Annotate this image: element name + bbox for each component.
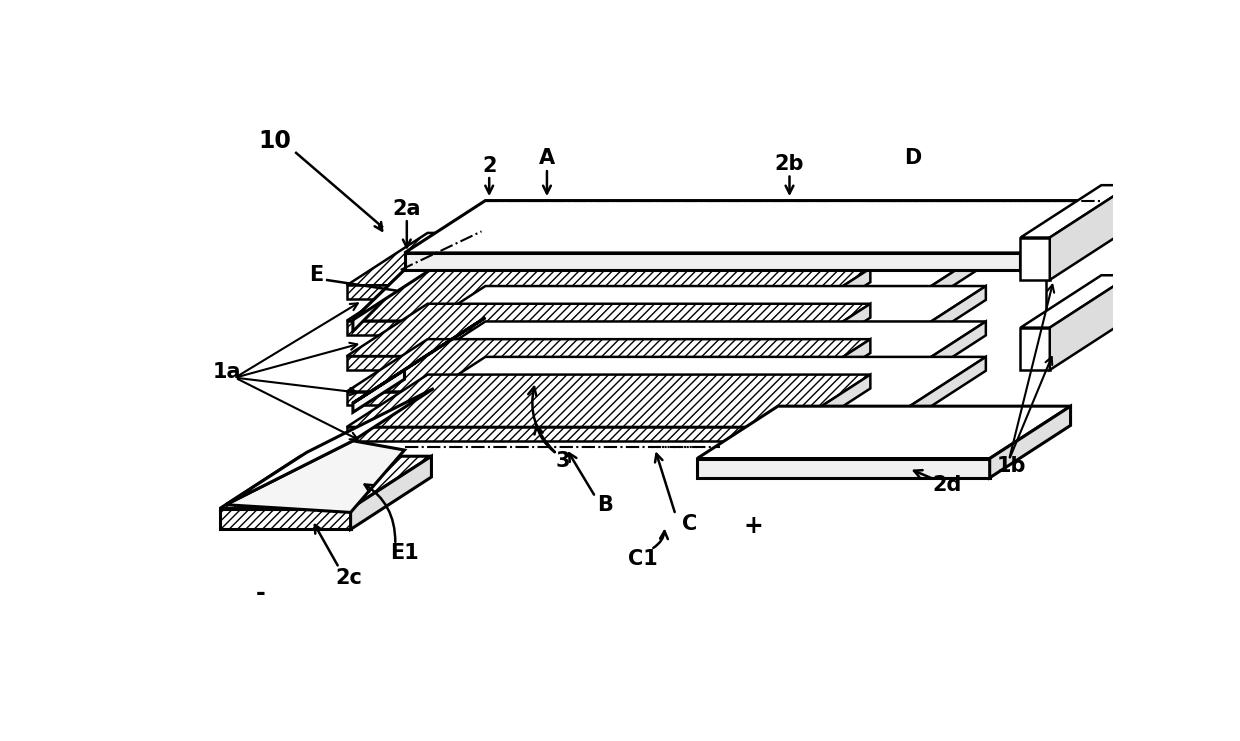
Polygon shape	[1021, 328, 1050, 370]
Polygon shape	[347, 321, 790, 334]
Polygon shape	[790, 304, 870, 370]
Polygon shape	[404, 303, 905, 317]
Polygon shape	[347, 375, 870, 427]
Text: 10: 10	[259, 128, 291, 153]
Polygon shape	[905, 322, 986, 388]
Polygon shape	[404, 357, 986, 409]
Text: 2c: 2c	[336, 568, 362, 588]
Text: 2d: 2d	[932, 476, 962, 496]
Polygon shape	[353, 218, 485, 320]
Text: 3: 3	[556, 451, 569, 471]
Text: 2b: 2b	[775, 154, 805, 174]
Text: 1a: 1a	[213, 362, 242, 382]
Polygon shape	[353, 270, 404, 331]
Polygon shape	[353, 318, 485, 403]
Polygon shape	[351, 456, 432, 529]
Polygon shape	[404, 201, 1101, 253]
Polygon shape	[1021, 185, 1131, 238]
Polygon shape	[347, 268, 870, 321]
Polygon shape	[404, 409, 905, 423]
Polygon shape	[1021, 238, 1050, 280]
Text: B: B	[596, 495, 613, 515]
Polygon shape	[404, 253, 1021, 270]
Text: 2a: 2a	[393, 199, 422, 219]
Polygon shape	[226, 388, 434, 505]
Polygon shape	[404, 339, 905, 352]
Text: 1b: 1b	[997, 456, 1025, 476]
Polygon shape	[990, 406, 1070, 478]
Polygon shape	[219, 508, 351, 529]
Polygon shape	[347, 427, 790, 441]
Polygon shape	[219, 456, 432, 508]
Text: A: A	[539, 148, 556, 168]
Text: -: -	[255, 581, 265, 605]
Text: E1: E1	[391, 543, 419, 563]
Polygon shape	[697, 406, 1070, 459]
Polygon shape	[347, 233, 870, 285]
Polygon shape	[1021, 275, 1131, 328]
Polygon shape	[790, 375, 870, 441]
Polygon shape	[790, 339, 870, 405]
Text: D: D	[904, 148, 921, 168]
Text: C1: C1	[629, 548, 658, 568]
Polygon shape	[347, 285, 790, 299]
Polygon shape	[697, 459, 990, 478]
Text: C: C	[682, 514, 697, 534]
Text: E: E	[309, 265, 324, 285]
Polygon shape	[226, 441, 404, 513]
Polygon shape	[790, 268, 870, 334]
Polygon shape	[905, 286, 986, 352]
Polygon shape	[905, 357, 986, 423]
Polygon shape	[347, 304, 870, 356]
Polygon shape	[347, 391, 790, 405]
Polygon shape	[790, 233, 870, 299]
Polygon shape	[404, 373, 905, 388]
Polygon shape	[347, 339, 870, 391]
Polygon shape	[905, 250, 986, 317]
Polygon shape	[347, 356, 790, 370]
Polygon shape	[1021, 201, 1101, 270]
Text: 2: 2	[482, 156, 496, 176]
Polygon shape	[353, 370, 404, 412]
Polygon shape	[404, 250, 986, 303]
Text: +: +	[744, 514, 763, 538]
Polygon shape	[404, 286, 986, 339]
Polygon shape	[404, 322, 986, 373]
Polygon shape	[1050, 185, 1131, 280]
Polygon shape	[1050, 275, 1131, 370]
